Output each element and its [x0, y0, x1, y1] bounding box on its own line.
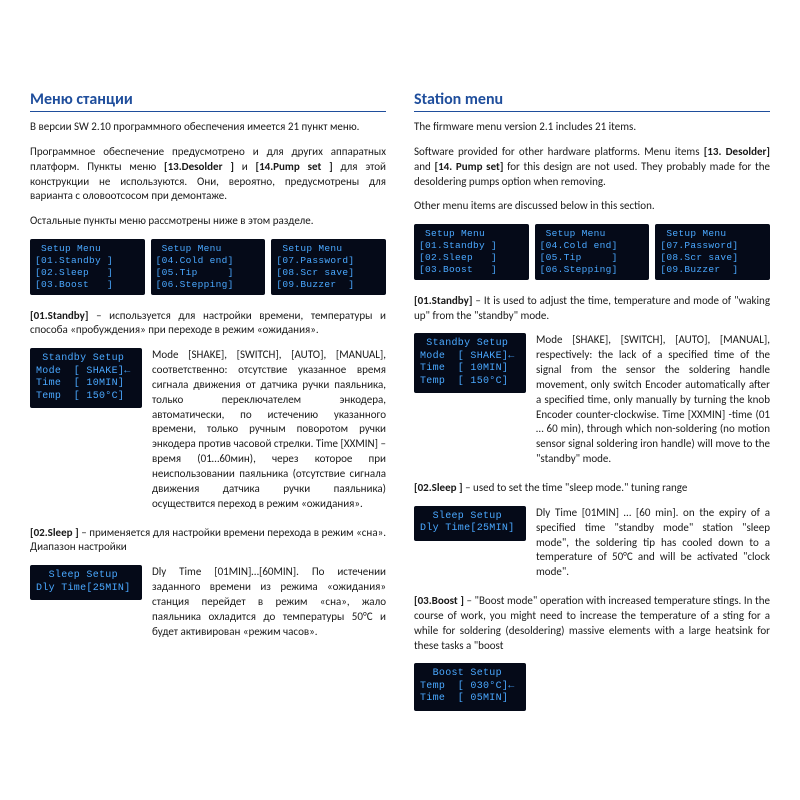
lcd-boost-en: Boost Setup Temp [ 030°C]← Time [ 05MIN] — [414, 663, 526, 711]
lcd-sleep: Sleep Setup Dly Time[25MIN] — [30, 565, 142, 600]
right-item-02: [02.Sleep ] – used to set the time "slee… — [414, 481, 770, 580]
lcd-setup-2-en: Setup Menu [04.Cold end] [05.Tip ] [06.S… — [535, 224, 650, 280]
left-column: Меню станции В версии SW 2.10 программно… — [30, 90, 386, 725]
left-item-02: [02.Sleep ] – применяется для настройки … — [30, 526, 386, 640]
lcd-sleep-en: Sleep Setup Dly Time[25MIN] — [414, 506, 526, 541]
right-item-02-text: Dly Time [01MIN] … [60 min]. on the expi… — [536, 506, 770, 580]
right-heading: Station menu — [414, 90, 770, 112]
left-item-02-text: Dly Time [01MIN]…[60MIN]. По истечении з… — [152, 565, 386, 639]
left-heading: Меню станции — [30, 90, 386, 112]
left-p2: Программное обеспечение предусмотрено и … — [30, 145, 386, 204]
left-item-02-head: [02.Sleep ] – применяется для настройки … — [30, 526, 386, 556]
right-p2: Software provided for other hardware pla… — [414, 145, 770, 190]
page: Меню станции В версии SW 2.10 программно… — [0, 0, 800, 745]
lcd-standby-en: Standby Setup Mode [ SHAKE]← Time [ 10MI… — [414, 333, 526, 393]
right-item-01: [01.Standby] – It is used to adjust the … — [414, 294, 770, 467]
right-column: Station menu The firmware menu version 2… — [414, 90, 770, 725]
right-p1: The firmware menu version 2.1 includes 2… — [414, 120, 770, 135]
right-lcd-row: Setup Menu [01.Standby ] [02.Sleep ] [03… — [414, 224, 770, 280]
right-p3: Other menu items are discussed below in … — [414, 199, 770, 214]
lcd-setup-1: Setup Menu [01.Standby ] [02.Sleep ] [03… — [30, 239, 145, 295]
lcd-setup-3: Setup Menu [07.Password] [08.Scr save] [… — [271, 239, 386, 295]
right-item-03-head: [03.Boost ] – "Boost mode" operation wit… — [414, 594, 770, 653]
right-item-02-head: [02.Sleep ] – used to set the time "slee… — [414, 481, 770, 496]
left-p3: Остальные пункты меню рассмотрены ниже в… — [30, 214, 386, 229]
lcd-setup-3-en: Setup Menu [07.Password] [08.Scr save] [… — [655, 224, 770, 280]
left-p1: В версии SW 2.10 программного обеспечени… — [30, 120, 386, 135]
left-item-01-head: [01.Standby] – используется для настройк… — [30, 309, 386, 339]
right-item-03: [03.Boost ] – "Boost mode" operation wit… — [414, 594, 770, 711]
right-item-01-text: Mode [SHAKE], [SWITCH], [AUTO], [MANUAL]… — [536, 333, 770, 467]
right-item-01-head: [01.Standby] – It is used to adjust the … — [414, 294, 770, 324]
lcd-standby: Standby Setup Mode [ SHAKE]← Time [ 10MI… — [30, 348, 142, 408]
lcd-setup-1-en: Setup Menu [01.Standby ] [02.Sleep ] [03… — [414, 224, 529, 280]
left-lcd-row: Setup Menu [01.Standby ] [02.Sleep ] [03… — [30, 239, 386, 295]
left-item-01-text: Mode [SHAKE], [SWITCH], [AUTO], [MANUAL]… — [152, 348, 386, 511]
lcd-setup-2: Setup Menu [04.Cold end] [05.Tip ] [06.S… — [151, 239, 266, 295]
left-item-01: [01.Standby] – используется для настройк… — [30, 309, 386, 512]
